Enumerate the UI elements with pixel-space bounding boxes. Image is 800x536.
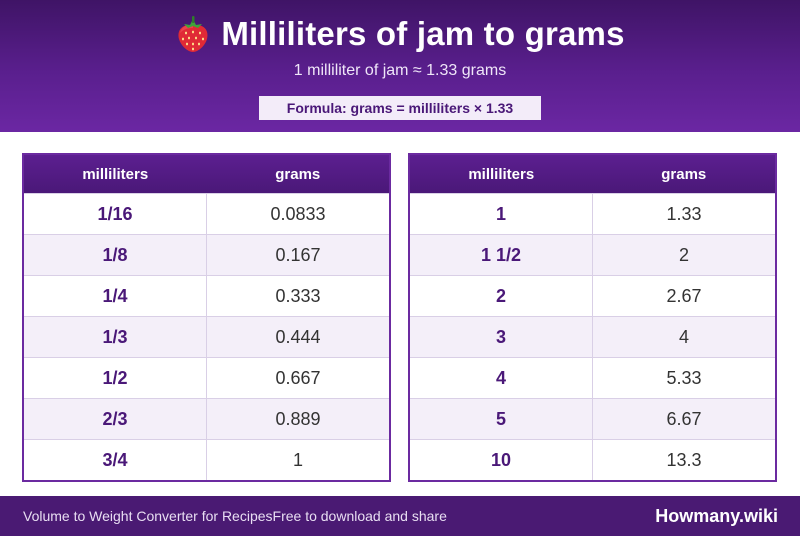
grams-cell: 0.333 <box>275 285 321 306</box>
milliliters-cell: 4 <box>410 358 593 398</box>
grams-cell: 4 <box>678 326 689 347</box>
milliliters-cell: 1/4 <box>24 276 207 316</box>
conversion-table-left: milliliters grams 1/16 0.0833 1/8 0.167 … <box>22 153 391 482</box>
milliliters-cell: 1 1/2 <box>410 235 593 275</box>
table-row: 3 4 <box>410 316 775 357</box>
grams-cell: 1.33 <box>666 203 702 224</box>
strawberry-icon <box>178 16 208 52</box>
grams-cell: 0.667 <box>275 367 321 388</box>
grams-cell: 13.3 <box>666 449 702 470</box>
grams-cell: 5.33 <box>666 367 702 388</box>
footer: Volume to Weight Converter for RecipesFr… <box>0 496 800 536</box>
table-row: 2/3 0.889 <box>24 398 389 439</box>
milliliters-cell: 1/3 <box>24 317 207 357</box>
formula-box: Formula: grams = milliliters × 1.33 <box>259 96 541 120</box>
table-row: 1/3 0.444 <box>24 316 389 357</box>
column-header-grams: grams <box>275 165 321 183</box>
grams-cell: 2 <box>678 244 689 265</box>
grams-cell: 0.444 <box>275 326 321 347</box>
column-header-milliliters: milliliters <box>468 165 535 183</box>
grams-cell: 0.167 <box>275 244 321 265</box>
table-header: milliliters grams <box>410 155 775 193</box>
title-row: Milliliters of jam to grams <box>0 14 800 54</box>
table-row: 1/2 0.667 <box>24 357 389 398</box>
table-row: 2 2.67 <box>410 275 775 316</box>
milliliters-cell: 3/4 <box>24 440 207 480</box>
table-row: 3/4 1 <box>24 439 389 480</box>
page-title: Milliliters of jam to grams <box>221 15 625 52</box>
milliliters-cell: 1/2 <box>24 358 207 398</box>
table-row: 1/16 0.0833 <box>24 193 389 234</box>
grams-cell: 2.67 <box>666 285 702 306</box>
milliliters-cell: 5 <box>410 399 593 439</box>
table-header: milliliters grams <box>24 155 389 193</box>
footer-share-label: Free to download and share <box>272 508 447 524</box>
table-row: 1/8 0.167 <box>24 234 389 275</box>
grams-cell: 6.67 <box>666 408 702 429</box>
milliliters-cell: 1/16 <box>24 194 207 234</box>
grams-cell: 0.889 <box>275 408 321 429</box>
milliliters-cell: 1/8 <box>24 235 207 275</box>
page-subtitle: 1 milliliter of jam ≈ 1.33 grams <box>293 62 507 79</box>
milliliters-cell: 2 <box>410 276 593 316</box>
table-row: 4 5.33 <box>410 357 775 398</box>
milliliters-cell: 2/3 <box>24 399 207 439</box>
milliliters-cell: 3 <box>410 317 593 357</box>
header: Milliliters of jam to grams 1 milliliter… <box>0 0 800 132</box>
brand-logo-text[interactable]: Howmany.wiki <box>655 506 778 526</box>
conversion-table-right: milliliters grams 1 1.33 1 1/2 2 2 2.67 … <box>408 153 777 482</box>
grams-cell: 0.0833 <box>270 203 326 224</box>
table-row: 1 1.33 <box>410 193 775 234</box>
footer-text: Volume to Weight Converter for RecipesFr… <box>23 496 447 536</box>
grams-cell: 1 <box>292 449 303 470</box>
table-row: 5 6.67 <box>410 398 775 439</box>
footer-converter-label: Volume to Weight Converter for Recipes <box>23 508 273 524</box>
milliliters-cell: 1 <box>410 194 593 234</box>
table-row: 1 1/2 2 <box>410 234 775 275</box>
table-row: 1/4 0.333 <box>24 275 389 316</box>
column-header-grams: grams <box>661 165 707 183</box>
table-row: 10 13.3 <box>410 439 775 480</box>
milliliters-cell: 10 <box>410 440 593 480</box>
column-header-milliliters: milliliters <box>82 165 149 183</box>
